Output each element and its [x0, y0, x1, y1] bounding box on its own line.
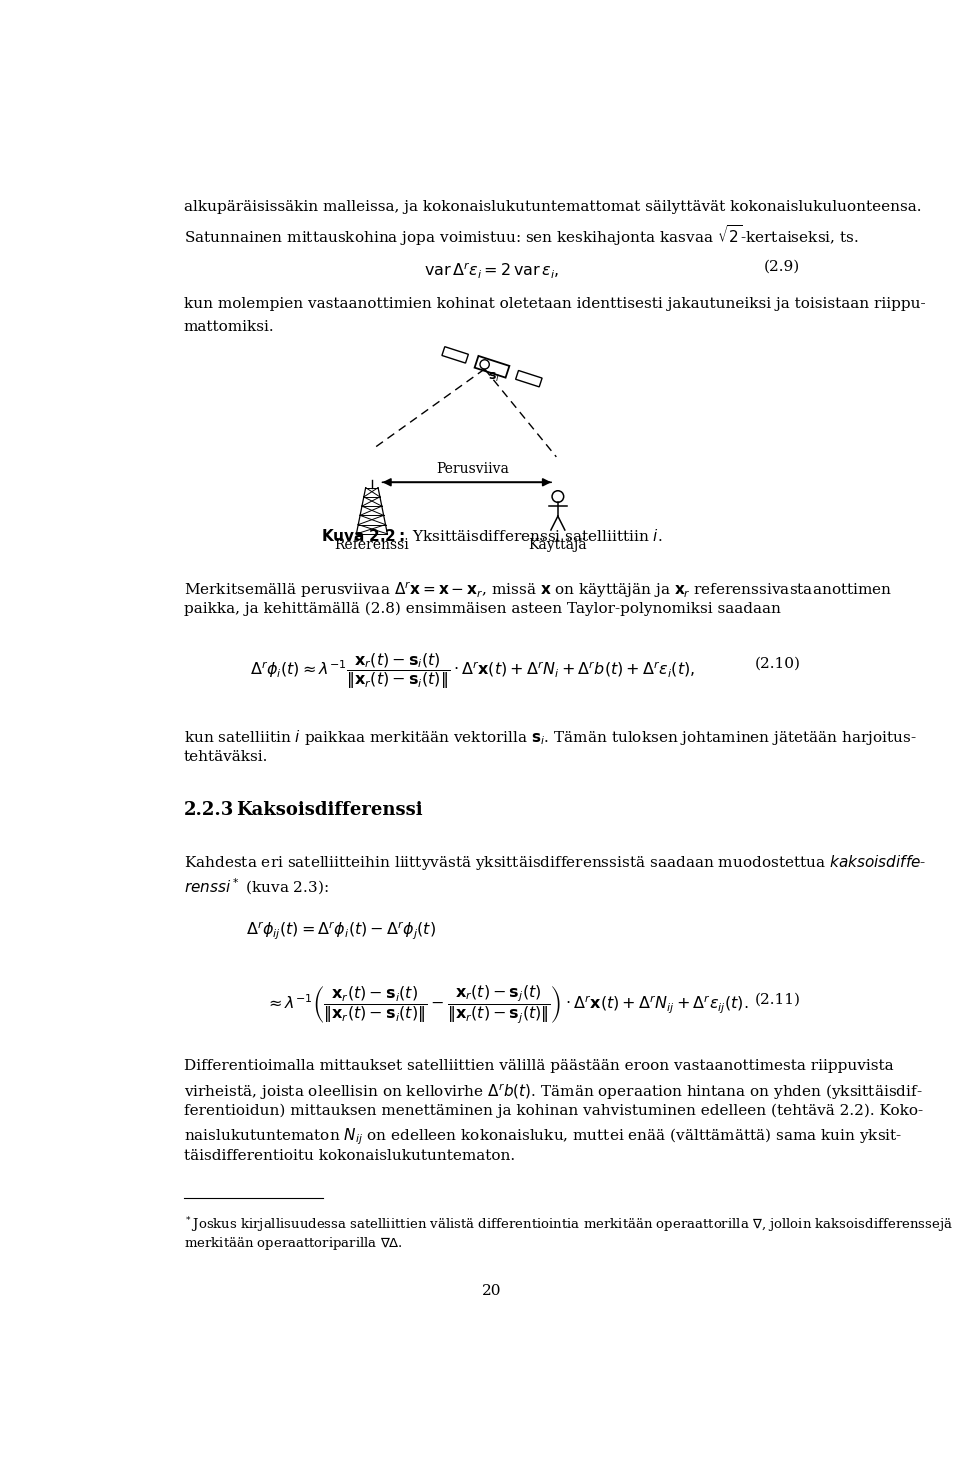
- Text: Käyttäjä: Käyttäjä: [529, 538, 588, 551]
- Text: $^*$Joskus kirjallisuudessa satelliittien välistä differentiointia merkitään ope: $^*$Joskus kirjallisuudessa satelliittie…: [183, 1215, 952, 1234]
- Text: $\Delta^r\phi_{ij}(t) = \Delta^r\phi_i(t) - \Delta^r\phi_j(t)$: $\Delta^r\phi_{ij}(t) = \Delta^r\phi_i(t…: [246, 919, 436, 941]
- Text: alkupäräisissäkin malleissa, ja kokonaislukutuntemattomat säilyttävät kokonaislu: alkupäräisissäkin malleissa, ja kokonais…: [183, 201, 921, 214]
- Text: $\mathbf{s}_i$: $\mathbf{s}_i$: [488, 371, 500, 384]
- Text: 20: 20: [482, 1284, 502, 1299]
- Text: Referenssi: Referenssi: [334, 538, 409, 551]
- Text: paikka, ja kehittämällä (2.8) ensimmäisen asteen Taylor-polynomiksi saadaan: paikka, ja kehittämällä (2.8) ensimmäise…: [183, 602, 780, 616]
- Text: Satunnainen mittauskohina jopa voimistuu: sen keskihajonta kasvaa $\sqrt{2}$-ker: Satunnainen mittauskohina jopa voimistuu…: [183, 223, 858, 248]
- Text: (2.10): (2.10): [755, 656, 801, 671]
- Text: täisdifferentioitu kokonaislukutuntematon.: täisdifferentioitu kokonaislukutuntemato…: [183, 1150, 515, 1163]
- Text: tehtäväksi.: tehtäväksi.: [183, 751, 268, 764]
- Text: kun molempien vastaanottimien kohinat oletetaan identtisesti jakautuneiksi ja to: kun molempien vastaanottimien kohinat ol…: [183, 297, 925, 310]
- Text: merkitään operaattoriparilla $\nabla\Delta$.: merkitään operaattoriparilla $\nabla\Del…: [183, 1236, 402, 1252]
- Text: Kaksoisdifferenssi: Kaksoisdifferenssi: [236, 801, 422, 819]
- Text: $\Delta^r\phi_i(t) \approx \lambda^{-1}\dfrac{\mathbf{x}_r(t)-\mathbf{s}_i(t)}{\: $\Delta^r\phi_i(t) \approx \lambda^{-1}\…: [251, 650, 695, 690]
- Text: Differentioimalla mittaukset satelliittien välillä päästään eroon vastaanottimes: Differentioimalla mittaukset satelliitti…: [183, 1058, 893, 1073]
- Text: naislukutuntematon $N_{ij}$ on edelleen kokonaisluku, muttei enää (välttämättä) : naislukutuntematon $N_{ij}$ on edelleen …: [183, 1126, 902, 1147]
- Text: virheistä, joista oleellisin on kellovirhe $\Delta^r b(t)$. Tämän operaation hin: virheistä, joista oleellisin on kellovir…: [183, 1082, 923, 1101]
- Text: mattomiksi.: mattomiksi.: [183, 319, 275, 334]
- Text: (2.11): (2.11): [755, 992, 801, 1007]
- Text: $\mathrm{var}\,\Delta^r\varepsilon_i = 2\,\mathrm{var}\,\varepsilon_i,$: $\mathrm{var}\,\Delta^r\varepsilon_i = 2…: [424, 260, 560, 281]
- Text: Merkitsemällä perusviivaa $\Delta^r\mathbf{x} = \mathbf{x} - \mathbf{x}_r$, miss: Merkitsemällä perusviivaa $\Delta^r\math…: [183, 579, 892, 600]
- Text: Perusviiva: Perusviiva: [436, 463, 509, 476]
- Text: kun satelliitin $i$ paikkaa merkitään vektorilla $\mathbf{s}_i$. Tämän tuloksen : kun satelliitin $i$ paikkaa merkitään ve…: [183, 727, 917, 746]
- Text: Kahdesta eri satelliitteihin liittyvästä yksittäisdifferenssistä saadaan muodost: Kahdesta eri satelliitteihin liittyvästä…: [183, 853, 926, 872]
- Text: ferentioidun) mittauksen menettäminen ja kohinan vahvistuminen edelleen (tehtävä: ferentioidun) mittauksen menettäminen ja…: [183, 1104, 923, 1119]
- Text: $\approx \lambda^{-1}\left(\dfrac{\mathbf{x}_r(t)-\mathbf{s}_i(t)}{\|\mathbf{x}_: $\approx \lambda^{-1}\left(\dfrac{\mathb…: [265, 983, 749, 1026]
- Text: (2.9): (2.9): [764, 260, 801, 273]
- Text: $\mathbf{Kuva\ 2.2:}$ Yksittäisdifferenssi satelliittiin $i$.: $\mathbf{Kuva\ 2.2:}$ Yksittäisdifferens…: [322, 529, 662, 544]
- Text: 2.2.3: 2.2.3: [183, 801, 234, 819]
- Text: $\mathit{renssi}^*$ (kuva 2.3):: $\mathit{renssi}^*$ (kuva 2.3):: [183, 876, 328, 897]
